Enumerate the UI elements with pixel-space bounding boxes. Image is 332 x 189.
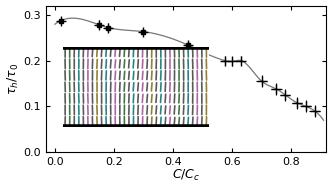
- X-axis label: $C/C_c$: $C/C_c$: [172, 168, 201, 184]
- Y-axis label: $\tau_h/\tau_0$: $\tau_h/\tau_0$: [6, 63, 21, 95]
